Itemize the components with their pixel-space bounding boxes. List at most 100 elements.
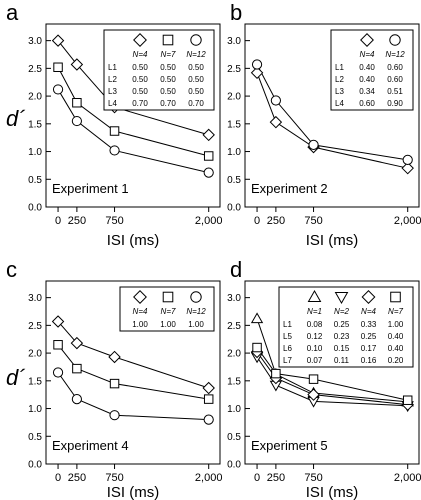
series-line [256, 351, 408, 406]
x-tick-label: 750 [105, 215, 123, 227]
legend-cell: 0.40 [359, 75, 375, 84]
x-tick-label: 0 [55, 215, 61, 227]
legend-cell: 0.50 [188, 63, 204, 72]
data-point [270, 95, 281, 106]
plot-frame [244, 23, 420, 208]
legend-cell: 0.50 [160, 63, 176, 72]
x-axis-title: ISI (ms) [107, 232, 160, 249]
y-tick-label: 3.0 [28, 293, 42, 304]
data-point [109, 410, 120, 421]
x-tick-label: 750 [304, 472, 322, 484]
series-line [256, 64, 408, 161]
data-point [109, 378, 120, 389]
panel-title: Experiment 5 [251, 438, 328, 453]
y-tick-label: 0.5 [227, 432, 241, 443]
x-tick-label: 750 [304, 215, 322, 227]
data-point [202, 128, 215, 142]
legend-series-label: N=7 [161, 50, 176, 59]
y-tick-label: 2.5 [28, 321, 42, 332]
data-point [203, 394, 214, 404]
data-point [307, 388, 320, 401]
legend-cell: 0.40 [388, 332, 404, 341]
data-point [52, 84, 64, 95]
legend-series-label: N=2 [334, 307, 349, 316]
x-tick-label: 0 [55, 472, 61, 484]
y-tick-label: 3.0 [227, 36, 241, 47]
y-tick-label: 2.5 [28, 64, 42, 75]
legend-cell: 0.70 [188, 99, 204, 108]
legend-cell: 0.23 [334, 332, 350, 341]
y-tick-label: 1.0 [227, 147, 241, 158]
data-point [401, 161, 414, 175]
legend-row-label: L4 [335, 99, 344, 108]
legend-cell: 0.15 [334, 344, 350, 353]
x-tick-label: 2,000 [195, 472, 223, 484]
legend-cell: 0.11 [334, 356, 350, 365]
y-tick-label: 1.0 [227, 404, 241, 415]
y-tick-label: 1.5 [28, 119, 42, 130]
data-point [71, 394, 82, 405]
data-point [70, 336, 84, 350]
panel-letter: a [6, 0, 19, 25]
data-point [308, 374, 319, 384]
legend-marker [190, 291, 202, 303]
series-line [256, 318, 408, 403]
y-tick-label: 3.0 [227, 293, 241, 304]
data-point [70, 58, 84, 71]
legend-cell: 0.20 [388, 356, 404, 365]
data-point [269, 115, 283, 129]
y-tick-label: 2.0 [227, 92, 241, 103]
series-line [57, 67, 209, 157]
legend-series-label: N=4 [133, 50, 148, 59]
legend-row-label: L7 [283, 356, 292, 365]
legend-series-label: N=12 [186, 307, 206, 316]
legend-cell: 0.90 [387, 99, 403, 108]
legend-row-label: L1 [335, 63, 344, 72]
data-point [271, 368, 281, 379]
legend-series-label: N=4 [360, 50, 375, 59]
y-tick-label: 0.5 [28, 432, 42, 443]
data-point [109, 145, 120, 156]
legend-row-label: L3 [108, 87, 117, 96]
legend-cell: 0.70 [160, 99, 176, 108]
legend-cell: 1.00 [188, 320, 204, 329]
y-tick-label: 1.0 [28, 147, 42, 158]
legend-row-label: L4 [108, 99, 117, 108]
legend-cell: 0.16 [361, 356, 377, 365]
plot-frame [244, 280, 420, 465]
plot-frame [45, 280, 221, 465]
panel-letter: c [6, 257, 17, 282]
x-tick-label: 750 [105, 472, 123, 484]
legend-cell: 0.10 [307, 344, 323, 353]
legend-row-label: L2 [335, 75, 344, 84]
panel-title: Experiment 2 [251, 181, 328, 196]
legend-cell: 0.60 [359, 99, 375, 108]
panel-title: Experiment 1 [52, 181, 129, 196]
legend-marker [389, 34, 401, 46]
data-point [402, 395, 413, 405]
data-point [72, 98, 82, 108]
data-point [251, 59, 263, 70]
legend-cell: 0.50 [160, 87, 176, 96]
x-tick-label: 250 [267, 472, 285, 484]
series-line [57, 372, 209, 421]
data-point [71, 115, 82, 127]
x-axis-title: ISI (ms) [107, 484, 160, 500]
y-tick-label: 2.5 [227, 64, 241, 75]
panel-letter: b [230, 0, 242, 25]
legend-cell: 0.50 [160, 75, 176, 84]
legend-cell: 0.40 [388, 344, 404, 353]
series-line [256, 356, 408, 407]
data-point [308, 139, 319, 150]
data-point [52, 367, 64, 378]
legend-cell: 1.00 [132, 320, 148, 329]
legend-series-label: N=12 [385, 50, 405, 59]
y-tick-label: 2.0 [28, 92, 42, 103]
legend-marker [190, 34, 202, 46]
legend-series-label: N=7 [388, 307, 403, 316]
x-tick-label: 2,000 [394, 215, 421, 227]
legend-marker [334, 292, 349, 304]
y-tick-label: 0.0 [28, 203, 42, 214]
legend-cell: 0.12 [307, 332, 323, 341]
